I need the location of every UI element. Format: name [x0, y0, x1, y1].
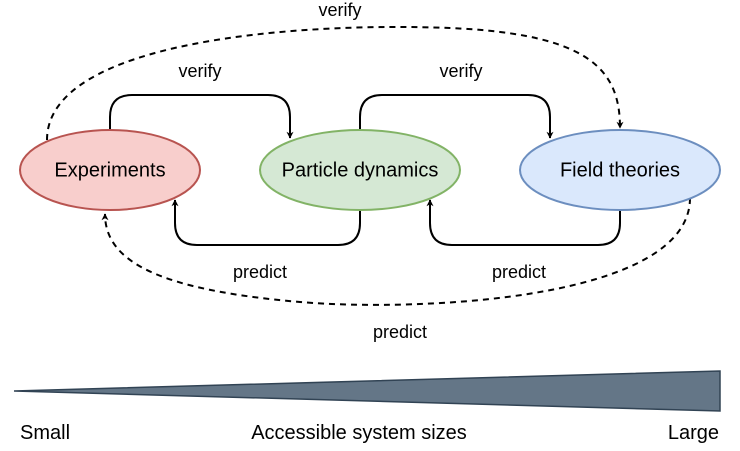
predict-arrow-1 [171, 199, 361, 246]
system-size-wedge [13, 370, 721, 412]
predict-long-arrow [101, 197, 691, 306]
scale-large-label: Large [668, 422, 719, 444]
predict-arrow-2 [426, 199, 621, 246]
node-experiments: Experiments [19, 129, 201, 211]
verify-label-long: verify [318, 0, 361, 20]
predict-label-long: predict [373, 322, 427, 342]
predict-label-1: predict [233, 262, 287, 282]
verify-arrow-1 [109, 94, 294, 139]
node-field-theories: Field theories [519, 129, 721, 211]
verify-label-2: verify [439, 61, 482, 81]
verify-long-arrow [46, 26, 624, 141]
node-particle-dynamics-label: Particle dynamics [282, 159, 439, 181]
node-experiments-label: Experiments [54, 159, 165, 181]
scale-small-label: Small [20, 422, 70, 444]
verify-label-1: verify [178, 61, 221, 81]
node-particle-dynamics: Particle dynamics [259, 129, 461, 211]
scale-axis-label: Accessible system sizes [251, 422, 467, 444]
verify-arrow-2 [359, 94, 554, 139]
predict-label-2: predict [492, 262, 546, 282]
node-field-theories-label: Field theories [560, 159, 680, 181]
